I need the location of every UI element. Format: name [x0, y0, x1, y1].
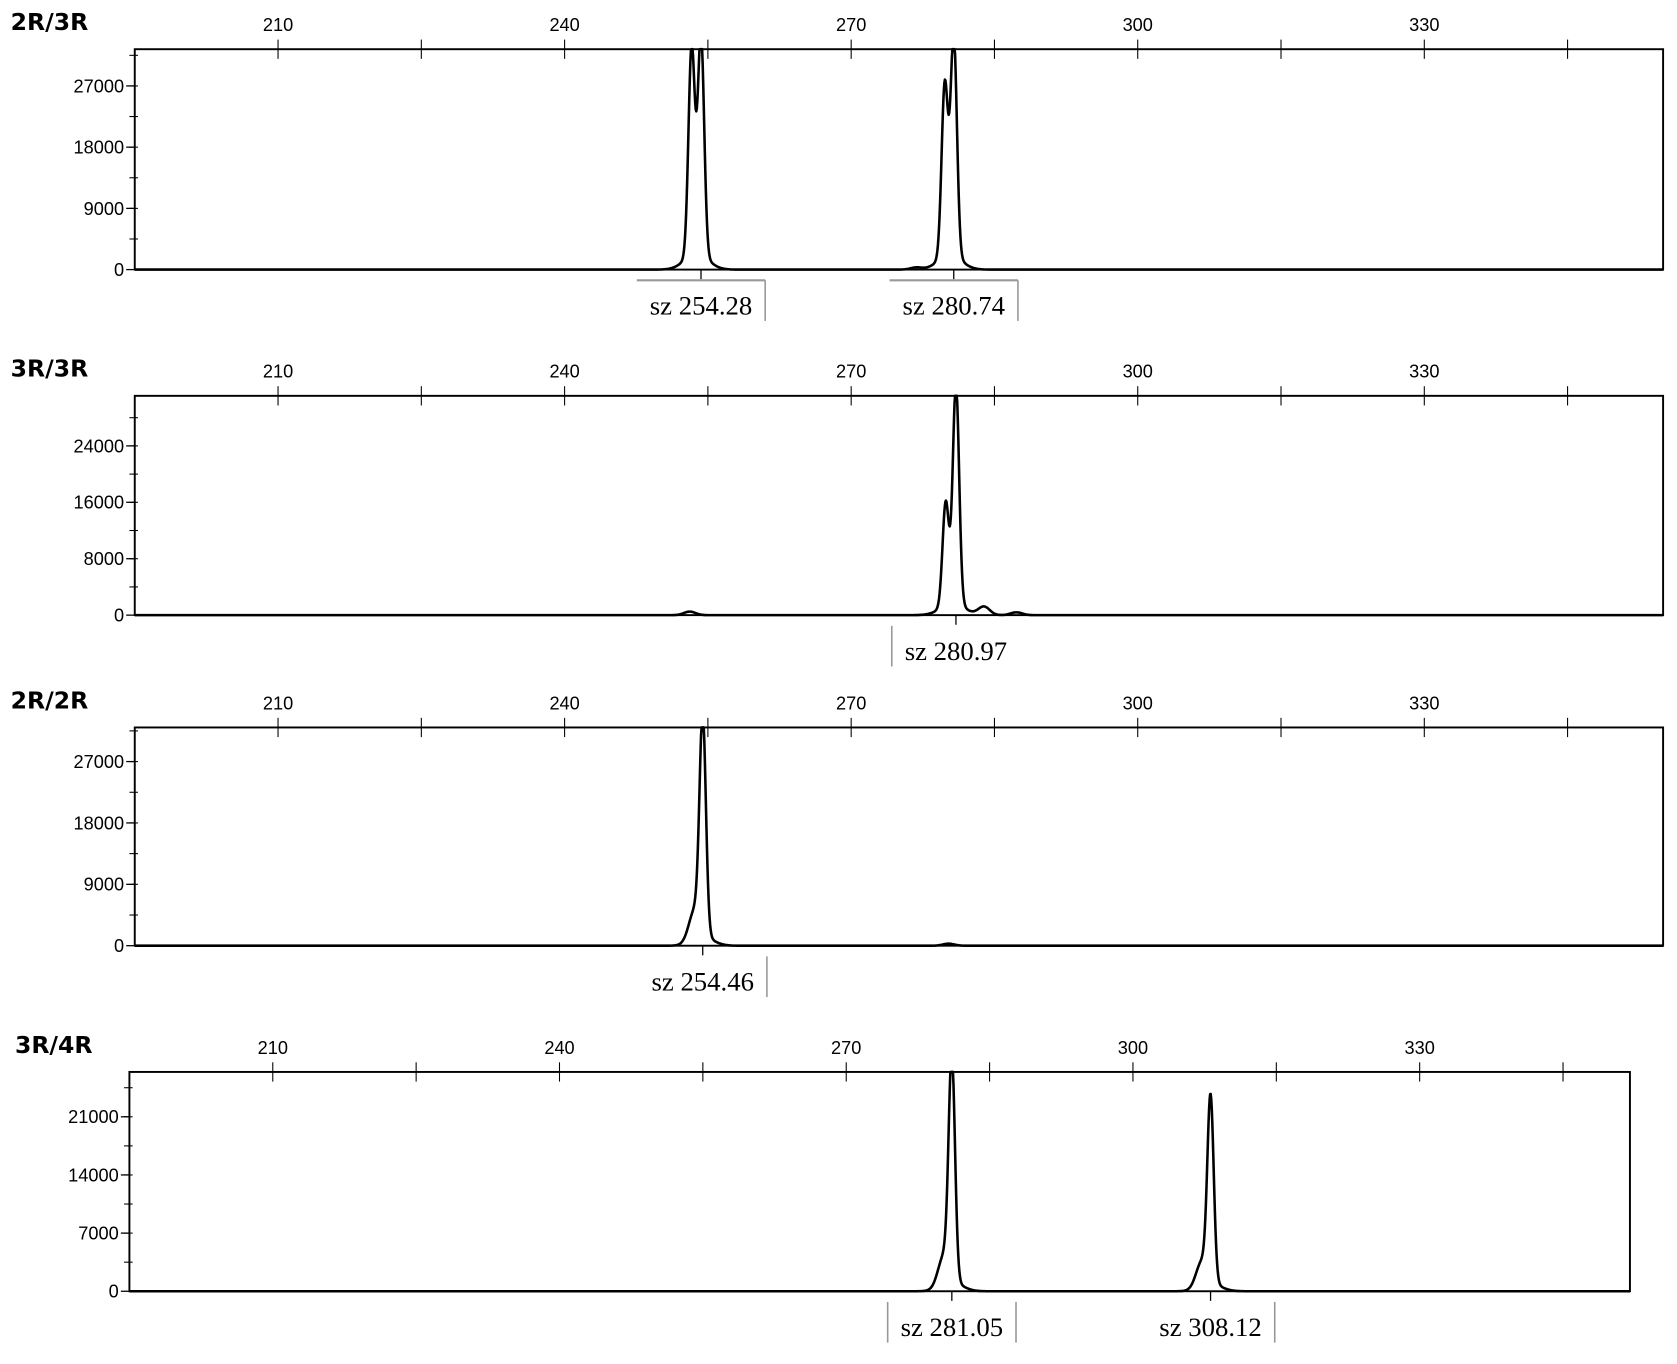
x-tick-label: 240 — [544, 1038, 574, 1058]
plot-frame — [128, 1070, 1631, 1293]
x-tick-label: 210 — [263, 362, 293, 382]
y-tick-label: 9000 — [84, 199, 124, 219]
y-tick-label: 0 — [114, 260, 124, 280]
peak-size-label: sz 281.05 — [901, 1312, 1003, 1342]
y-tick-label: 0 — [109, 1282, 119, 1302]
y-tick-label: 8000 — [84, 549, 124, 569]
panel-title: 3R/3R — [11, 355, 89, 383]
peak-size-label: sz 308.12 — [1159, 1312, 1261, 1342]
plot-frame — [133, 394, 1665, 617]
y-tick-label: 7000 — [78, 1224, 118, 1244]
x-tick-label: 210 — [263, 15, 293, 35]
trace-line — [134, 726, 1664, 947]
y-tick-label: 18000 — [74, 813, 125, 833]
x-tick-label: 240 — [549, 362, 579, 382]
y-tick-label: 21000 — [68, 1107, 119, 1127]
x-tick-label: 300 — [1123, 15, 1153, 35]
x-tick-label: 240 — [549, 15, 579, 35]
x-tick-label: 330 — [1409, 693, 1439, 713]
x-tick-label: 330 — [1405, 1038, 1435, 1058]
panel-title: 2R/3R — [11, 8, 89, 36]
x-tick-label: 300 — [1118, 1038, 1148, 1058]
panel-2r-2r: 2R/2R 210 240 270 300 330 0 9000 18000 27000 sz 25… — [11, 686, 1665, 998]
peak-size-label: sz 254.28 — [650, 291, 752, 321]
x-tick-label: 270 — [836, 15, 866, 35]
x-tick-label: 270 — [831, 1038, 861, 1058]
x-tick-label: 210 — [258, 1038, 288, 1058]
x-tick-label: 300 — [1123, 362, 1153, 382]
y-tick-label: 18000 — [74, 138, 125, 158]
panel-3r-4r: 3R/4R 210 240 270 300 330 0 7000 14000 21000 sz 28… — [15, 1031, 1631, 1343]
y-tick-label: 9000 — [84, 875, 124, 895]
x-tick-label: 240 — [549, 693, 579, 713]
y-tick-label: 27000 — [74, 76, 125, 96]
trace-line — [128, 1070, 1631, 1293]
x-tick-label: 330 — [1409, 362, 1439, 382]
panel-title: 2R/2R — [11, 686, 89, 714]
x-tick-label: 270 — [836, 362, 866, 382]
x-tick-label: 330 — [1409, 15, 1439, 35]
panel-2r-3r: 2R/3R 210 240 270 300 330 0 9000 18000 27000 sz 25… — [11, 8, 1665, 321]
plot-frame — [133, 726, 1665, 947]
y-tick-label: 27000 — [74, 752, 125, 772]
peak-size-label: sz 254.46 — [651, 967, 753, 997]
y-tick-label: 24000 — [74, 436, 125, 456]
y-tick-label: 14000 — [68, 1165, 119, 1185]
panel-3r-3r: 3R/3R 210 240 270 300 330 0 8000 16000 24000 sz 28… — [11, 355, 1665, 667]
peak-size-label: sz 280.97 — [905, 636, 1007, 666]
trace-line — [134, 394, 1664, 617]
y-tick-label: 0 — [114, 606, 124, 626]
y-tick-label: 16000 — [74, 493, 125, 513]
plot-frame — [133, 48, 1665, 271]
peak-size-label: sz 280.74 — [903, 291, 1005, 321]
y-tick-label: 0 — [114, 936, 124, 956]
x-tick-label: 300 — [1123, 693, 1153, 713]
panel-title: 3R/4R — [15, 1031, 93, 1059]
x-tick-label: 210 — [263, 693, 293, 713]
trace-line — [134, 47, 1664, 271]
x-tick-label: 270 — [836, 693, 866, 713]
